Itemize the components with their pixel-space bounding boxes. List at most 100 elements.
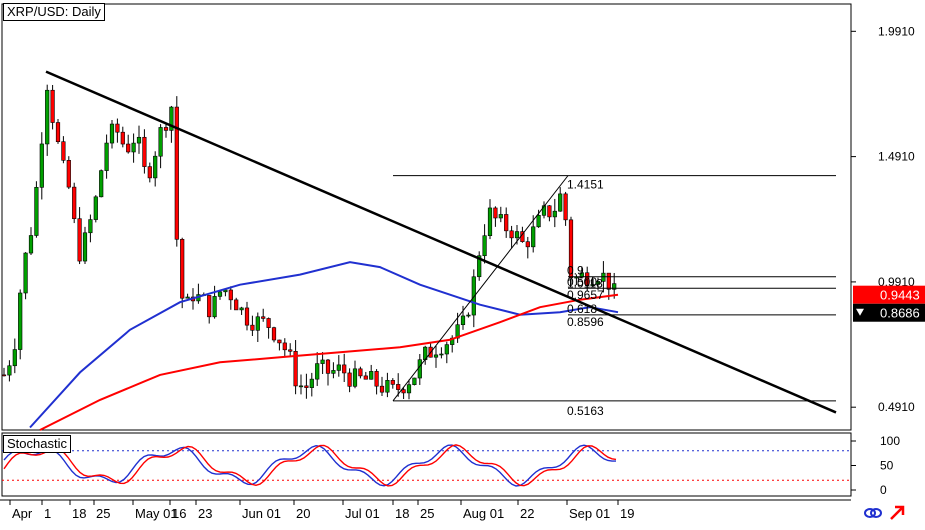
candle-body xyxy=(477,255,482,278)
candle-body xyxy=(612,283,617,290)
trendline xyxy=(45,70,837,414)
candle-body xyxy=(174,106,179,240)
x-tick-label: 22 xyxy=(520,506,534,521)
candle-body xyxy=(250,324,255,331)
stoch-k-line xyxy=(3,444,616,487)
candle-body xyxy=(320,359,325,364)
candle-body xyxy=(55,122,61,143)
candle-body xyxy=(271,327,277,341)
candle-body xyxy=(412,377,417,385)
x-tick-label: Jun 01 xyxy=(242,506,281,521)
candle-body xyxy=(23,252,28,294)
candle-body xyxy=(585,272,590,286)
x-tick-label: Aug 01 xyxy=(463,506,504,521)
fib-label: 0.618 xyxy=(567,302,597,316)
candle-body xyxy=(288,349,293,352)
candle-body xyxy=(131,142,136,153)
candle-body xyxy=(255,316,260,331)
candle-body xyxy=(558,193,563,212)
candle-body xyxy=(1,374,7,377)
x-tick-label: 25 xyxy=(96,506,110,521)
candle-body xyxy=(93,196,98,220)
x-tick-label: 23 xyxy=(198,506,212,521)
candle-body xyxy=(460,315,466,326)
price-panel-frame xyxy=(1,3,852,431)
candle-body xyxy=(142,136,147,167)
price-tag xyxy=(853,303,925,322)
x-tick-label: 1 xyxy=(44,506,51,521)
x-tick-label: 16 xyxy=(172,506,186,521)
candle-body xyxy=(72,186,77,219)
candle-body xyxy=(471,276,476,316)
candle-body xyxy=(18,292,23,350)
candle-body xyxy=(466,314,471,317)
candle-body xyxy=(504,214,509,232)
candle-body xyxy=(34,187,39,236)
chart-title: XRP/USD: Daily xyxy=(3,3,105,21)
x-tick-label: 18 xyxy=(395,506,409,521)
fib-diagonal xyxy=(392,175,569,402)
candle-body xyxy=(601,272,606,282)
candle-body xyxy=(347,372,352,387)
candle-body xyxy=(45,89,50,145)
candle-body xyxy=(109,123,115,144)
fib-label: 0.8596 xyxy=(567,315,604,329)
y-tick-label: 0.4910 xyxy=(878,400,915,414)
candle-body xyxy=(331,370,336,374)
candle-body xyxy=(298,385,304,388)
x-tick-label: 25 xyxy=(420,506,434,521)
ma-fast-line xyxy=(29,261,619,429)
candle-body xyxy=(266,318,271,328)
candle-body xyxy=(325,359,331,374)
candle-body xyxy=(482,235,487,257)
candle-body xyxy=(363,375,368,380)
candle-body xyxy=(358,368,363,377)
x-tick-label: 20 xyxy=(296,506,310,521)
y-tick-label: 1.4910 xyxy=(878,150,915,164)
ma-slow-line xyxy=(39,293,619,431)
stoch-d-line xyxy=(3,444,617,487)
candle-body xyxy=(342,364,347,374)
fib-label: 0.9 xyxy=(567,264,584,278)
candle-body xyxy=(126,143,131,153)
candle-body xyxy=(66,160,71,188)
candle-body xyxy=(433,354,439,358)
candle-body xyxy=(336,364,341,371)
candle-body xyxy=(77,218,82,262)
candle-body xyxy=(563,193,568,221)
candle-body xyxy=(590,284,595,286)
candle-body xyxy=(417,359,422,379)
x-tick-label: Jul 01 xyxy=(345,506,380,521)
candle-body xyxy=(244,307,250,326)
price-tag-marker xyxy=(856,308,864,316)
candle-body xyxy=(379,385,385,393)
stoch-tick-label: 50 xyxy=(880,459,894,473)
link-icon[interactable] xyxy=(864,505,882,521)
indicator-title: Stochastic xyxy=(3,435,71,453)
candle-body xyxy=(401,389,406,394)
candle-body xyxy=(385,380,390,393)
x-tick-label: May 01 xyxy=(135,506,178,521)
candle-body xyxy=(514,231,520,239)
candle-body xyxy=(136,136,142,144)
candle-body xyxy=(158,127,163,157)
candle-body xyxy=(163,127,169,131)
candle-body xyxy=(217,291,223,297)
candle-body xyxy=(12,349,17,367)
price-tag-label: 0.9443 xyxy=(880,288,920,303)
fib-label: 0.9657 xyxy=(567,288,604,302)
candle-body xyxy=(28,235,34,254)
candle-body xyxy=(228,289,233,301)
price-tag xyxy=(853,285,925,304)
price-tag-label: 0.8686 xyxy=(880,306,920,321)
arrow-icon[interactable] xyxy=(889,505,907,521)
candle-body xyxy=(439,353,444,356)
x-tick-label: Sep 01 xyxy=(569,506,610,521)
candle-body xyxy=(50,89,55,123)
stoch-tick-label: 100 xyxy=(880,434,900,448)
candle-body xyxy=(498,214,503,219)
candle-body xyxy=(493,207,498,219)
candle-body xyxy=(115,123,120,133)
